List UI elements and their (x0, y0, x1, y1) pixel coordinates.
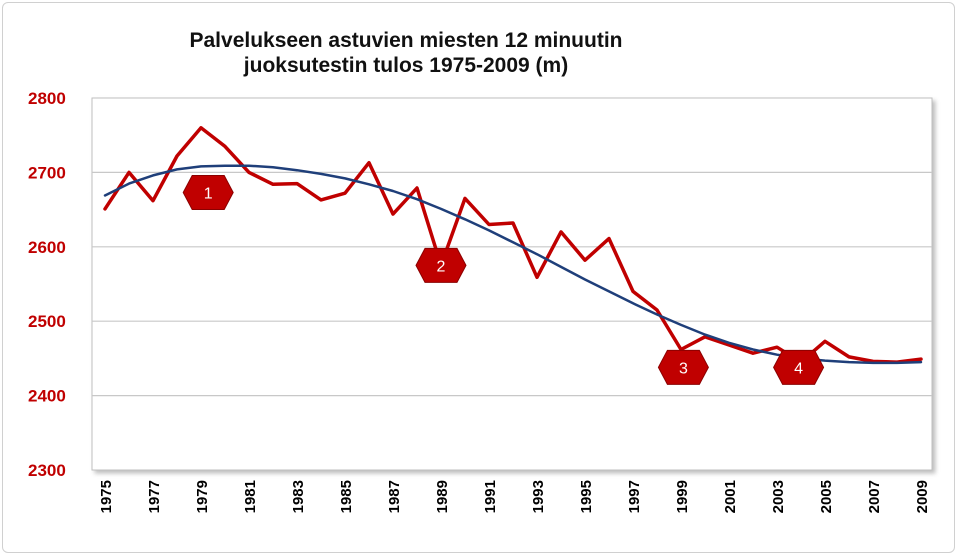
x-tick-label: 1981 (242, 480, 259, 513)
x-axis-ticks: 1975 1977 1979 1981 1983 1985 1987 1989 1991 1993… (98, 480, 931, 513)
y-tick-label: 2600 (28, 238, 66, 257)
x-tick-label: 1985 (338, 480, 355, 513)
y-axis-ticks: 2300 2400 2500 2600 2700 2800 (28, 89, 66, 480)
x-tick-label: 1979 (194, 480, 211, 513)
annotation-label: 1 (204, 185, 213, 202)
chart-title-line-1: Palvelukseen astuvien miesten 12 minuuti… (189, 29, 623, 52)
y-tick-label: 2300 (28, 461, 66, 480)
y-tick-label: 2400 (28, 387, 66, 406)
x-tick-label: 2001 (722, 480, 739, 513)
x-tick-label: 1995 (578, 480, 595, 513)
annotation-label: 4 (794, 360, 803, 377)
y-tick-label: 2700 (28, 163, 66, 182)
x-tick-label: 1983 (290, 480, 307, 513)
plot-area (91, 97, 933, 471)
annotation-label: 3 (679, 360, 688, 377)
gridlines (92, 171, 932, 397)
x-tick-label: 1977 (146, 480, 163, 513)
y-tick-label: 2800 (28, 89, 66, 108)
x-tick-label: 1989 (434, 480, 451, 513)
x-tick-label: 2009 (914, 480, 931, 513)
annotation-marker-4 (773, 349, 825, 385)
x-tick-label: 1993 (530, 480, 547, 513)
annotation-marker-3 (657, 349, 709, 385)
annotation-markers: 1 2 3 4 (182, 174, 825, 385)
annotation-label: 2 (437, 258, 446, 275)
x-tick-label: 1975 (98, 480, 115, 513)
x-tick-label: 2007 (866, 480, 883, 513)
x-tick-label: 2003 (770, 480, 787, 513)
x-tick-label: 1999 (674, 480, 691, 513)
x-tick-label: 1987 (386, 480, 403, 513)
x-tick-label: 1997 (626, 480, 643, 513)
chart-title: Palvelukseen astuvien miesten 12 minuuti… (100, 28, 712, 78)
annotation-marker-2 (415, 247, 467, 283)
x-tick-label: 1991 (482, 480, 499, 513)
chart-title-line-2: juoksutestin tulos 1975-2009 (m) (243, 54, 569, 77)
x-tick-label: 2005 (818, 480, 835, 513)
annotation-marker-1 (182, 174, 234, 210)
y-tick-label: 2500 (28, 312, 66, 331)
